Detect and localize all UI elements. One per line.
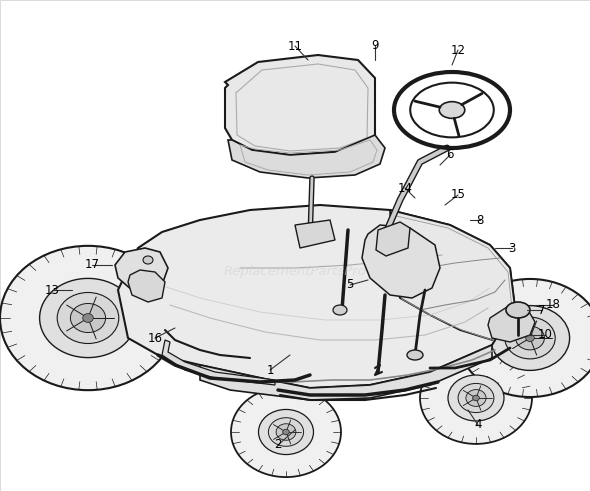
Ellipse shape [466,389,486,407]
PathPatch shape [390,210,515,340]
PathPatch shape [115,248,168,292]
Ellipse shape [473,395,479,401]
Ellipse shape [258,409,313,455]
Text: 17: 17 [84,258,100,272]
Ellipse shape [490,305,569,370]
PathPatch shape [362,225,440,298]
Ellipse shape [83,314,93,323]
PathPatch shape [295,220,335,248]
Ellipse shape [407,350,423,360]
Text: 14: 14 [398,182,412,194]
Text: 5: 5 [346,278,353,292]
Text: 6: 6 [446,148,454,162]
Text: 16: 16 [148,331,162,345]
Ellipse shape [283,429,289,435]
Text: ReplacementPartsPro: ReplacementPartsPro [224,266,366,278]
PathPatch shape [200,345,492,400]
Text: 12: 12 [451,44,466,56]
Text: 18: 18 [546,299,560,311]
Ellipse shape [458,279,590,397]
Ellipse shape [505,317,555,359]
Text: 11: 11 [287,39,303,53]
PathPatch shape [228,135,385,178]
Ellipse shape [333,305,347,315]
Ellipse shape [268,418,304,446]
Ellipse shape [40,278,136,357]
Text: 2: 2 [274,438,282,452]
Text: 13: 13 [45,283,60,297]
Ellipse shape [231,387,341,477]
Ellipse shape [439,102,465,118]
PathPatch shape [162,340,275,385]
PathPatch shape [376,222,410,256]
Ellipse shape [276,424,296,440]
Ellipse shape [506,302,530,318]
PathPatch shape [488,305,535,342]
Ellipse shape [448,375,504,421]
Ellipse shape [0,246,176,390]
PathPatch shape [118,205,515,388]
Text: 4: 4 [474,418,482,432]
Text: 9: 9 [371,38,379,52]
Text: 8: 8 [476,214,484,226]
Ellipse shape [57,293,119,344]
Ellipse shape [420,352,532,444]
Ellipse shape [458,383,494,412]
Text: 3: 3 [509,242,516,254]
Text: 1: 1 [266,363,274,377]
Text: 7: 7 [538,303,546,317]
Ellipse shape [143,256,153,264]
Ellipse shape [516,326,545,350]
Ellipse shape [526,334,535,342]
Text: 15: 15 [451,189,466,201]
PathPatch shape [128,270,165,302]
Text: 10: 10 [537,328,552,342]
Ellipse shape [70,303,106,332]
PathPatch shape [225,55,375,155]
